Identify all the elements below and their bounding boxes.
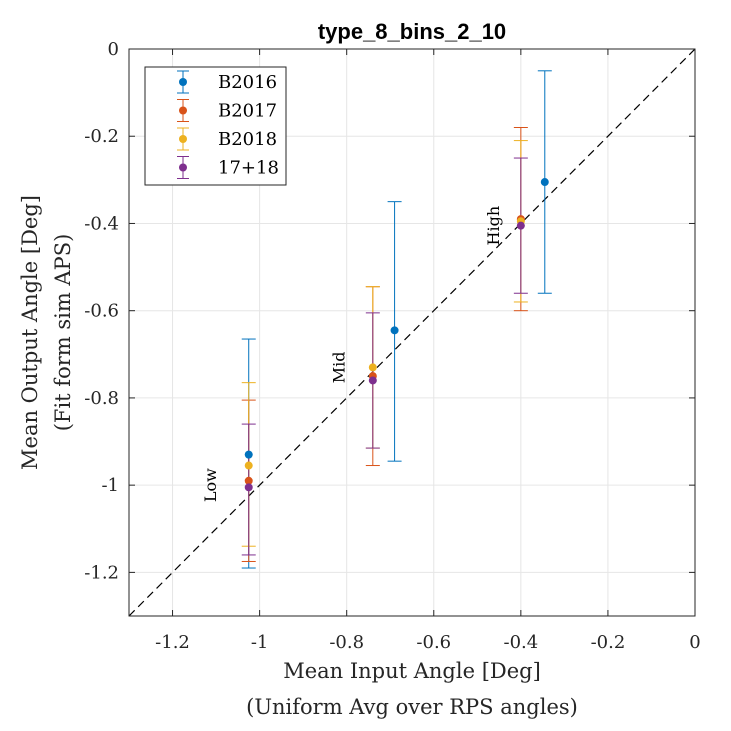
legend-label: B2017: [218, 101, 277, 122]
legend-marker: [179, 163, 187, 172]
y-tick-label: -0.6: [84, 301, 119, 322]
chart-title: type_8_bins_2_10: [318, 19, 506, 44]
x-axis-label-line: Mean Input Angle [Deg]: [283, 659, 541, 683]
legend-marker: [179, 135, 187, 143]
data-point: [516, 221, 525, 230]
x-tick-label: 0: [689, 632, 700, 653]
points-17+18: [244, 221, 525, 492]
legend-entry: B2018: [177, 127, 277, 151]
y-tick-label: -0.4: [84, 213, 119, 234]
y-axis-label-line: (Fit form sim APS): [51, 234, 75, 432]
data-point: [390, 326, 399, 335]
y-tick-label: -0.2: [84, 126, 119, 147]
y-axis-label-line: Mean Output Angle [Deg]: [18, 195, 42, 470]
x-tick-label: -1.2: [155, 632, 190, 653]
legend-entry: B2016: [177, 70, 277, 94]
legend-label: B2016: [218, 72, 277, 93]
legend-entry: B2017: [177, 99, 277, 122]
y-axis-label: Mean Output Angle [Deg] (Fit form sim APS…: [18, 195, 75, 470]
x-tick-label: -1: [251, 632, 269, 653]
data-point: [244, 450, 253, 459]
legend-marker: [179, 106, 187, 115]
data-point: [540, 178, 549, 187]
data-point: [368, 363, 377, 372]
y-tick-label: -1: [101, 475, 119, 496]
annotation-low: Low: [201, 468, 220, 502]
tick-marks: -1.2 -1 -0.8 -0.6 -0.4 -0.2 0 -1.2 -1 -0.8 -0.6 -0.…: [84, 39, 700, 653]
y-tick-label: -0.8: [84, 388, 119, 409]
data-point: [244, 483, 253, 492]
x-tick-label: -0.6: [416, 632, 451, 653]
data-point: [244, 476, 253, 485]
legend-label: B2018: [218, 129, 277, 150]
data-marks: [241, 70, 552, 569]
y-tick-label: -1.2: [84, 562, 119, 583]
points-B2016: [244, 178, 549, 459]
plot-frame: [128, 48, 696, 617]
legend-box: [144, 66, 287, 186]
annotation-high: High: [484, 206, 503, 246]
annotations: Low Mid High: [201, 206, 503, 502]
x-tick-label: -0.8: [329, 632, 364, 653]
legend-label: 17+18: [218, 158, 279, 179]
reference-line: [128, 48, 696, 617]
data-point: [368, 376, 377, 385]
x-tick-label: -0.2: [591, 632, 626, 653]
x-axis-label-line: (Uniform Avg over RPS angles): [246, 695, 578, 719]
legend: B2016 B2017 B2018 17+18: [144, 66, 287, 186]
legend-entry: 17+18: [177, 156, 279, 179]
x-axis-label: Mean Input Angle [Deg] (Uniform Avg over …: [246, 659, 578, 719]
annotation-mid: Mid: [330, 352, 349, 384]
legend-marker: [179, 78, 187, 86]
y-tick-label: 0: [108, 39, 119, 60]
data-point: [244, 461, 253, 470]
x-tick-label: -0.4: [503, 632, 538, 653]
